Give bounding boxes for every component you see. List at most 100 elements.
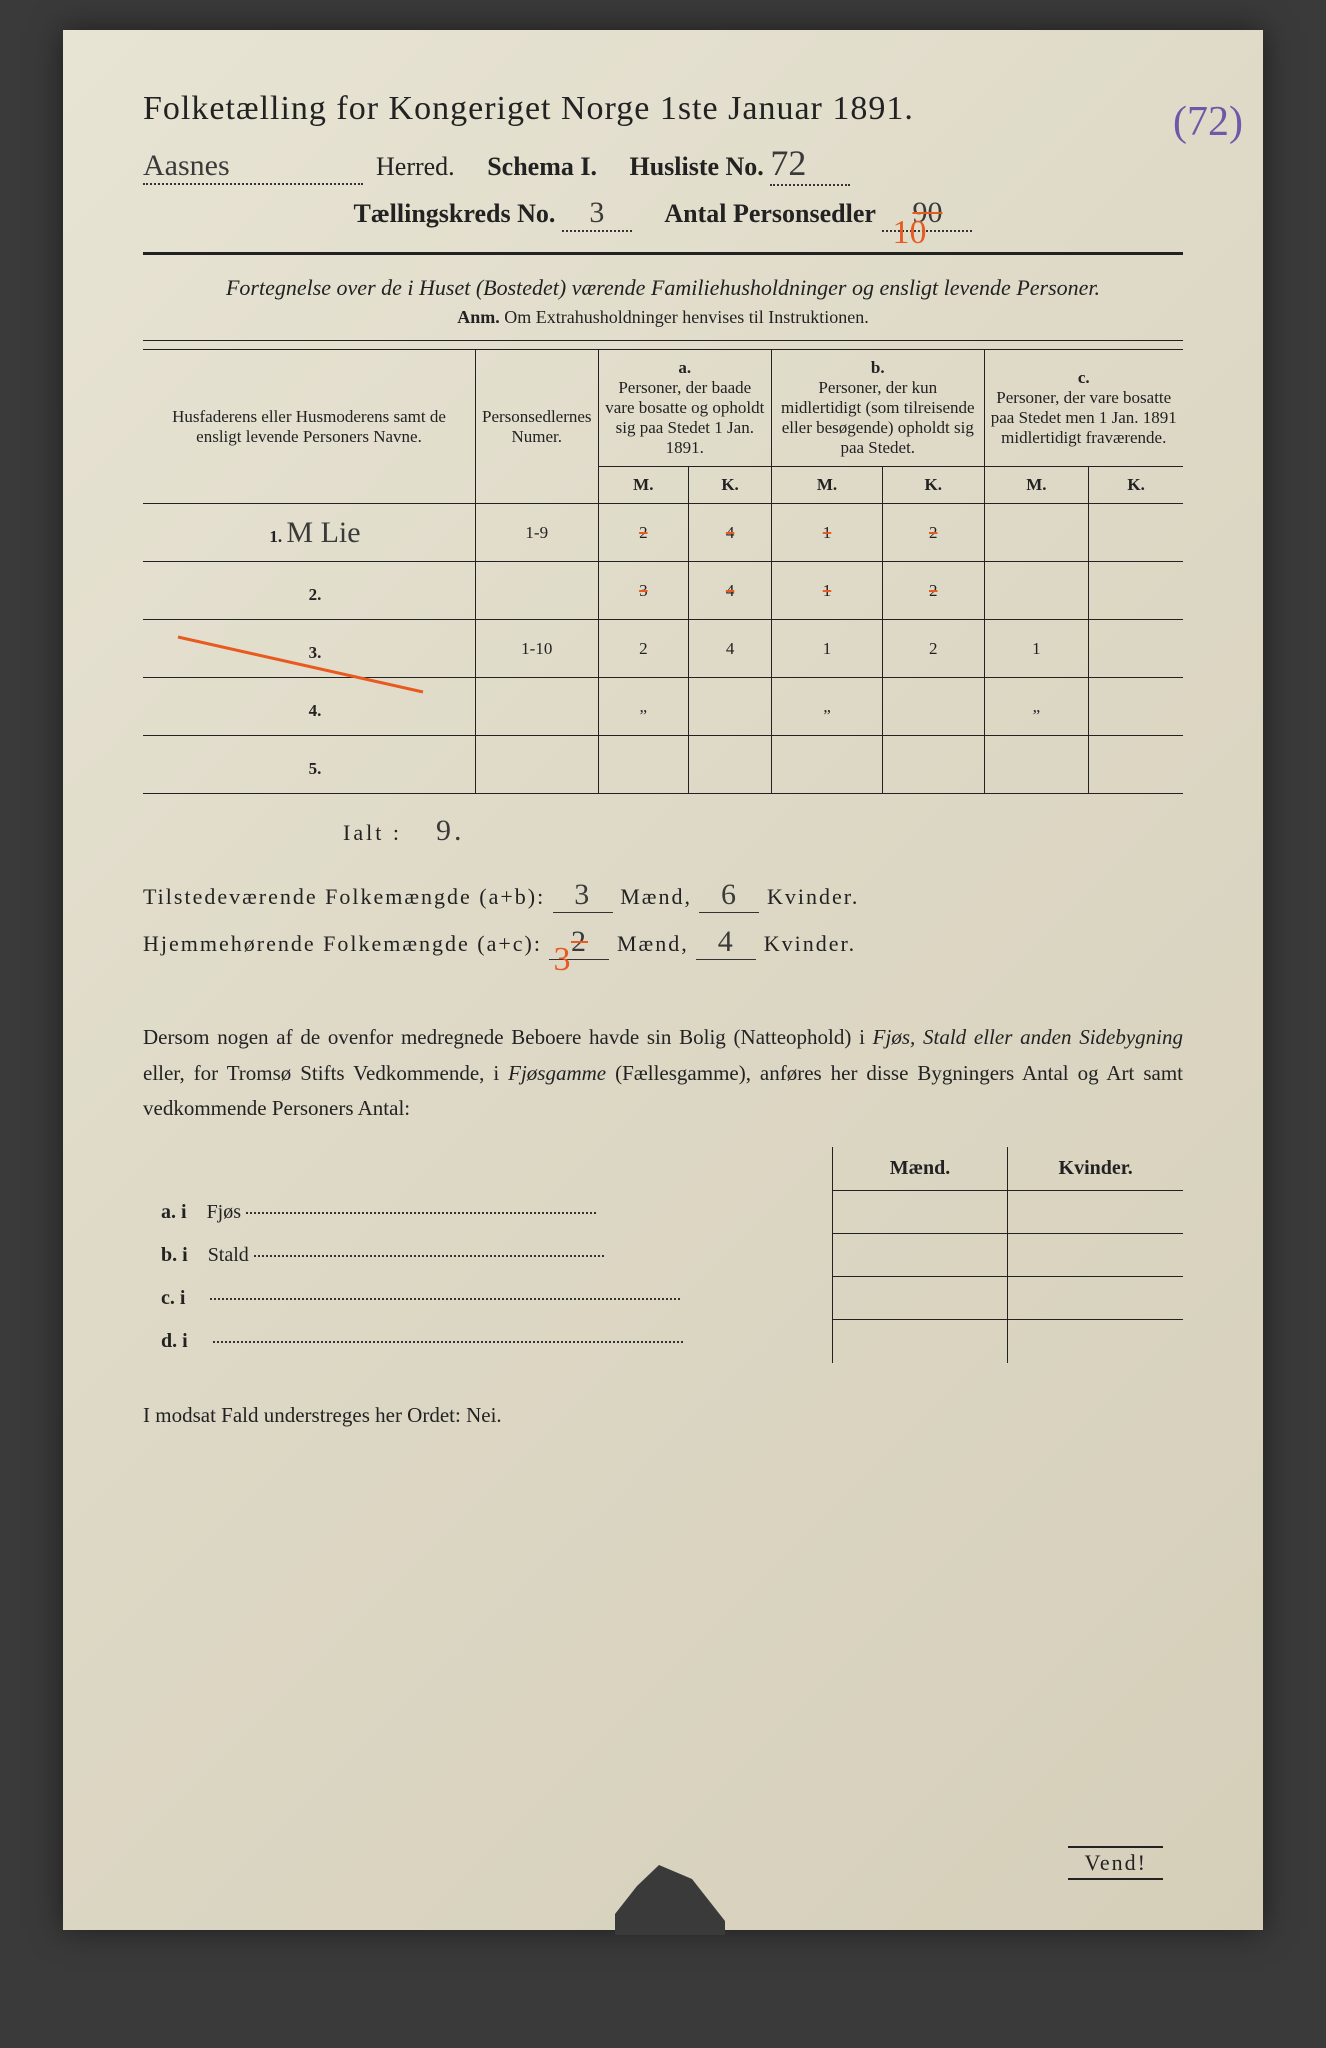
lower-row: a. i Fjøs <box>143 1191 1183 1234</box>
kvinder-label: Kvinder. <box>764 931 856 956</box>
cell-aK: 4 <box>689 620 772 678</box>
subhead-m: M. <box>772 467 883 504</box>
table-row: 2. 3412 <box>143 562 1183 620</box>
kreds-value: 3 <box>589 196 604 229</box>
col-header-a: a.Personer, der baade vare bosatte og op… <box>598 350 772 467</box>
cell-aK <box>689 736 772 794</box>
cell-aM: 2 <box>598 504 689 562</box>
summary2-k: 4 <box>696 925 756 960</box>
subhead-k: K. <box>1089 467 1183 504</box>
cell-cK <box>1089 504 1183 562</box>
lower-label-cell: d. i <box>143 1320 832 1363</box>
herred-value: Aasnes <box>143 149 230 182</box>
row-num-cell <box>476 736 599 794</box>
row-name-cell: 1. M Lie <box>143 504 476 562</box>
header-line-2: Tællingskreds No. 3 Antal Personsedler 9… <box>143 196 1183 232</box>
cell-bK <box>882 678 984 736</box>
lower-m-cell <box>832 1277 1008 1320</box>
lower-row: b. i Stald <box>143 1234 1183 1277</box>
antal-label: Antal Personsedler <box>664 199 876 228</box>
subhead-m: M. <box>598 467 689 504</box>
row-name-cell: 4. <box>143 678 476 736</box>
subhead-m: M. <box>984 467 1089 504</box>
antal-value-corrected: 10 <box>892 214 926 252</box>
row-num-cell <box>476 562 599 620</box>
cell-aK <box>689 678 772 736</box>
lower-k-cell <box>1008 1191 1183 1234</box>
summary2-m: 2 <box>571 925 588 958</box>
kvinder-label: Kvinder. <box>767 884 859 909</box>
census-form-page: (72) Folketælling for Kongeriget Norge 1… <box>63 30 1263 1930</box>
lower-table: Mænd. Kvinder. a. i Fjøs b. i Stald c. i… <box>143 1147 1183 1363</box>
kreds-label: Tællingskreds No. <box>354 199 556 228</box>
table-row: 4. „„„ <box>143 678 1183 736</box>
cell-cM <box>984 562 1089 620</box>
subhead-k: K. <box>882 467 984 504</box>
table-row: 5. <box>143 736 1183 794</box>
husliste-value: 72 <box>770 143 806 183</box>
cell-bK: 2 <box>882 504 984 562</box>
cell-cK <box>1089 620 1183 678</box>
lower-row: d. i <box>143 1320 1183 1363</box>
row-num-cell: 1-10 <box>476 620 599 678</box>
divider <box>143 252 1183 255</box>
row-num-cell: 1-9 <box>476 504 599 562</box>
subhead-k: K. <box>689 467 772 504</box>
ialt-line: Ialt : 9. <box>343 814 1183 848</box>
lower-k-cell <box>1008 1277 1183 1320</box>
summary-block: Tilstedeværende Folkemængde (a+b): 3 Mæn… <box>143 878 1183 960</box>
form-subtitle: Fortegnelse over de i Huset (Bostedet) v… <box>143 275 1183 301</box>
cell-cM <box>984 736 1089 794</box>
row-name-cell: 3. <box>143 620 476 678</box>
lower-label-cell: c. i <box>143 1277 832 1320</box>
divider-thin <box>143 340 1183 341</box>
summary1-label: Tilstedeværende Folkemængde (a+b): <box>143 884 545 909</box>
lower-m-cell <box>832 1191 1008 1234</box>
maend-label: Mænd, <box>620 884 692 909</box>
cell-bK <box>882 736 984 794</box>
summary-line-2: Hjemmehørende Folkemængde (a+c): 2 3 Mæn… <box>143 925 1183 960</box>
cell-aK: 4 <box>689 504 772 562</box>
cell-aK: 4 <box>689 562 772 620</box>
instruction-paragraph: Dersom nogen af de ovenfor medregnede Be… <box>143 1020 1183 1127</box>
schema-label: Schema I. <box>487 152 597 181</box>
lower-head-m: Mænd. <box>832 1147 1008 1191</box>
table-row: 1. M Lie1-92412 <box>143 504 1183 562</box>
form-note: Anm. Anm. Om Extrahusholdninger henvises… <box>143 307 1183 328</box>
lower-row: c. i <box>143 1277 1183 1320</box>
page-tear <box>615 1865 725 1935</box>
cell-bK: 2 <box>882 562 984 620</box>
margin-annotation: (72) <box>1173 98 1243 146</box>
form-title: Folketælling for Kongeriget Norge 1ste J… <box>143 90 1183 128</box>
lower-m-cell <box>832 1234 1008 1277</box>
lower-m-cell <box>832 1320 1008 1363</box>
cell-bM: 1 <box>772 504 883 562</box>
lower-k-cell <box>1008 1234 1183 1277</box>
header-line-1: Aasnes Herred. Schema I. Husliste No. 72 <box>143 142 1183 186</box>
lower-label-cell: b. i Stald <box>143 1234 832 1277</box>
lower-head-k: Kvinder. <box>1008 1147 1183 1191</box>
cell-cM <box>984 504 1089 562</box>
summary2-m-corrected: 3 <box>553 941 572 979</box>
col-header-c: c.Personer, der vare bosatte paa Stedet … <box>984 350 1183 467</box>
summary-line-1: Tilstedeværende Folkemængde (a+b): 3 Mæn… <box>143 878 1183 913</box>
cell-bM: 1 <box>772 562 883 620</box>
cell-cK <box>1089 736 1183 794</box>
col-header-numer: Personsedlernes Numer. <box>476 350 599 504</box>
herred-label: Herred. <box>376 152 455 181</box>
cell-cM: „ <box>984 678 1089 736</box>
summary1-k: 6 <box>699 878 759 913</box>
col-header-b: b.Personer, der kun midlertidigt (som ti… <box>772 350 984 467</box>
row-name-cell: 2. <box>143 562 476 620</box>
cell-bM <box>772 736 883 794</box>
husliste-label: Husliste No. <box>629 152 763 181</box>
cell-cM: 1 <box>984 620 1089 678</box>
nei-line: I modsat Fald understreges her Ordet: Ne… <box>143 1403 1183 1428</box>
main-table: Husfaderens eller Husmoderens samt de en… <box>143 349 1183 794</box>
cell-bM: „ <box>772 678 883 736</box>
col-header-names: Husfaderens eller Husmoderens samt de en… <box>143 350 476 504</box>
cell-aM: 3 <box>598 562 689 620</box>
lower-k-cell <box>1008 1320 1183 1363</box>
cell-aM <box>598 736 689 794</box>
table-row: 3. 1-1024121 <box>143 620 1183 678</box>
